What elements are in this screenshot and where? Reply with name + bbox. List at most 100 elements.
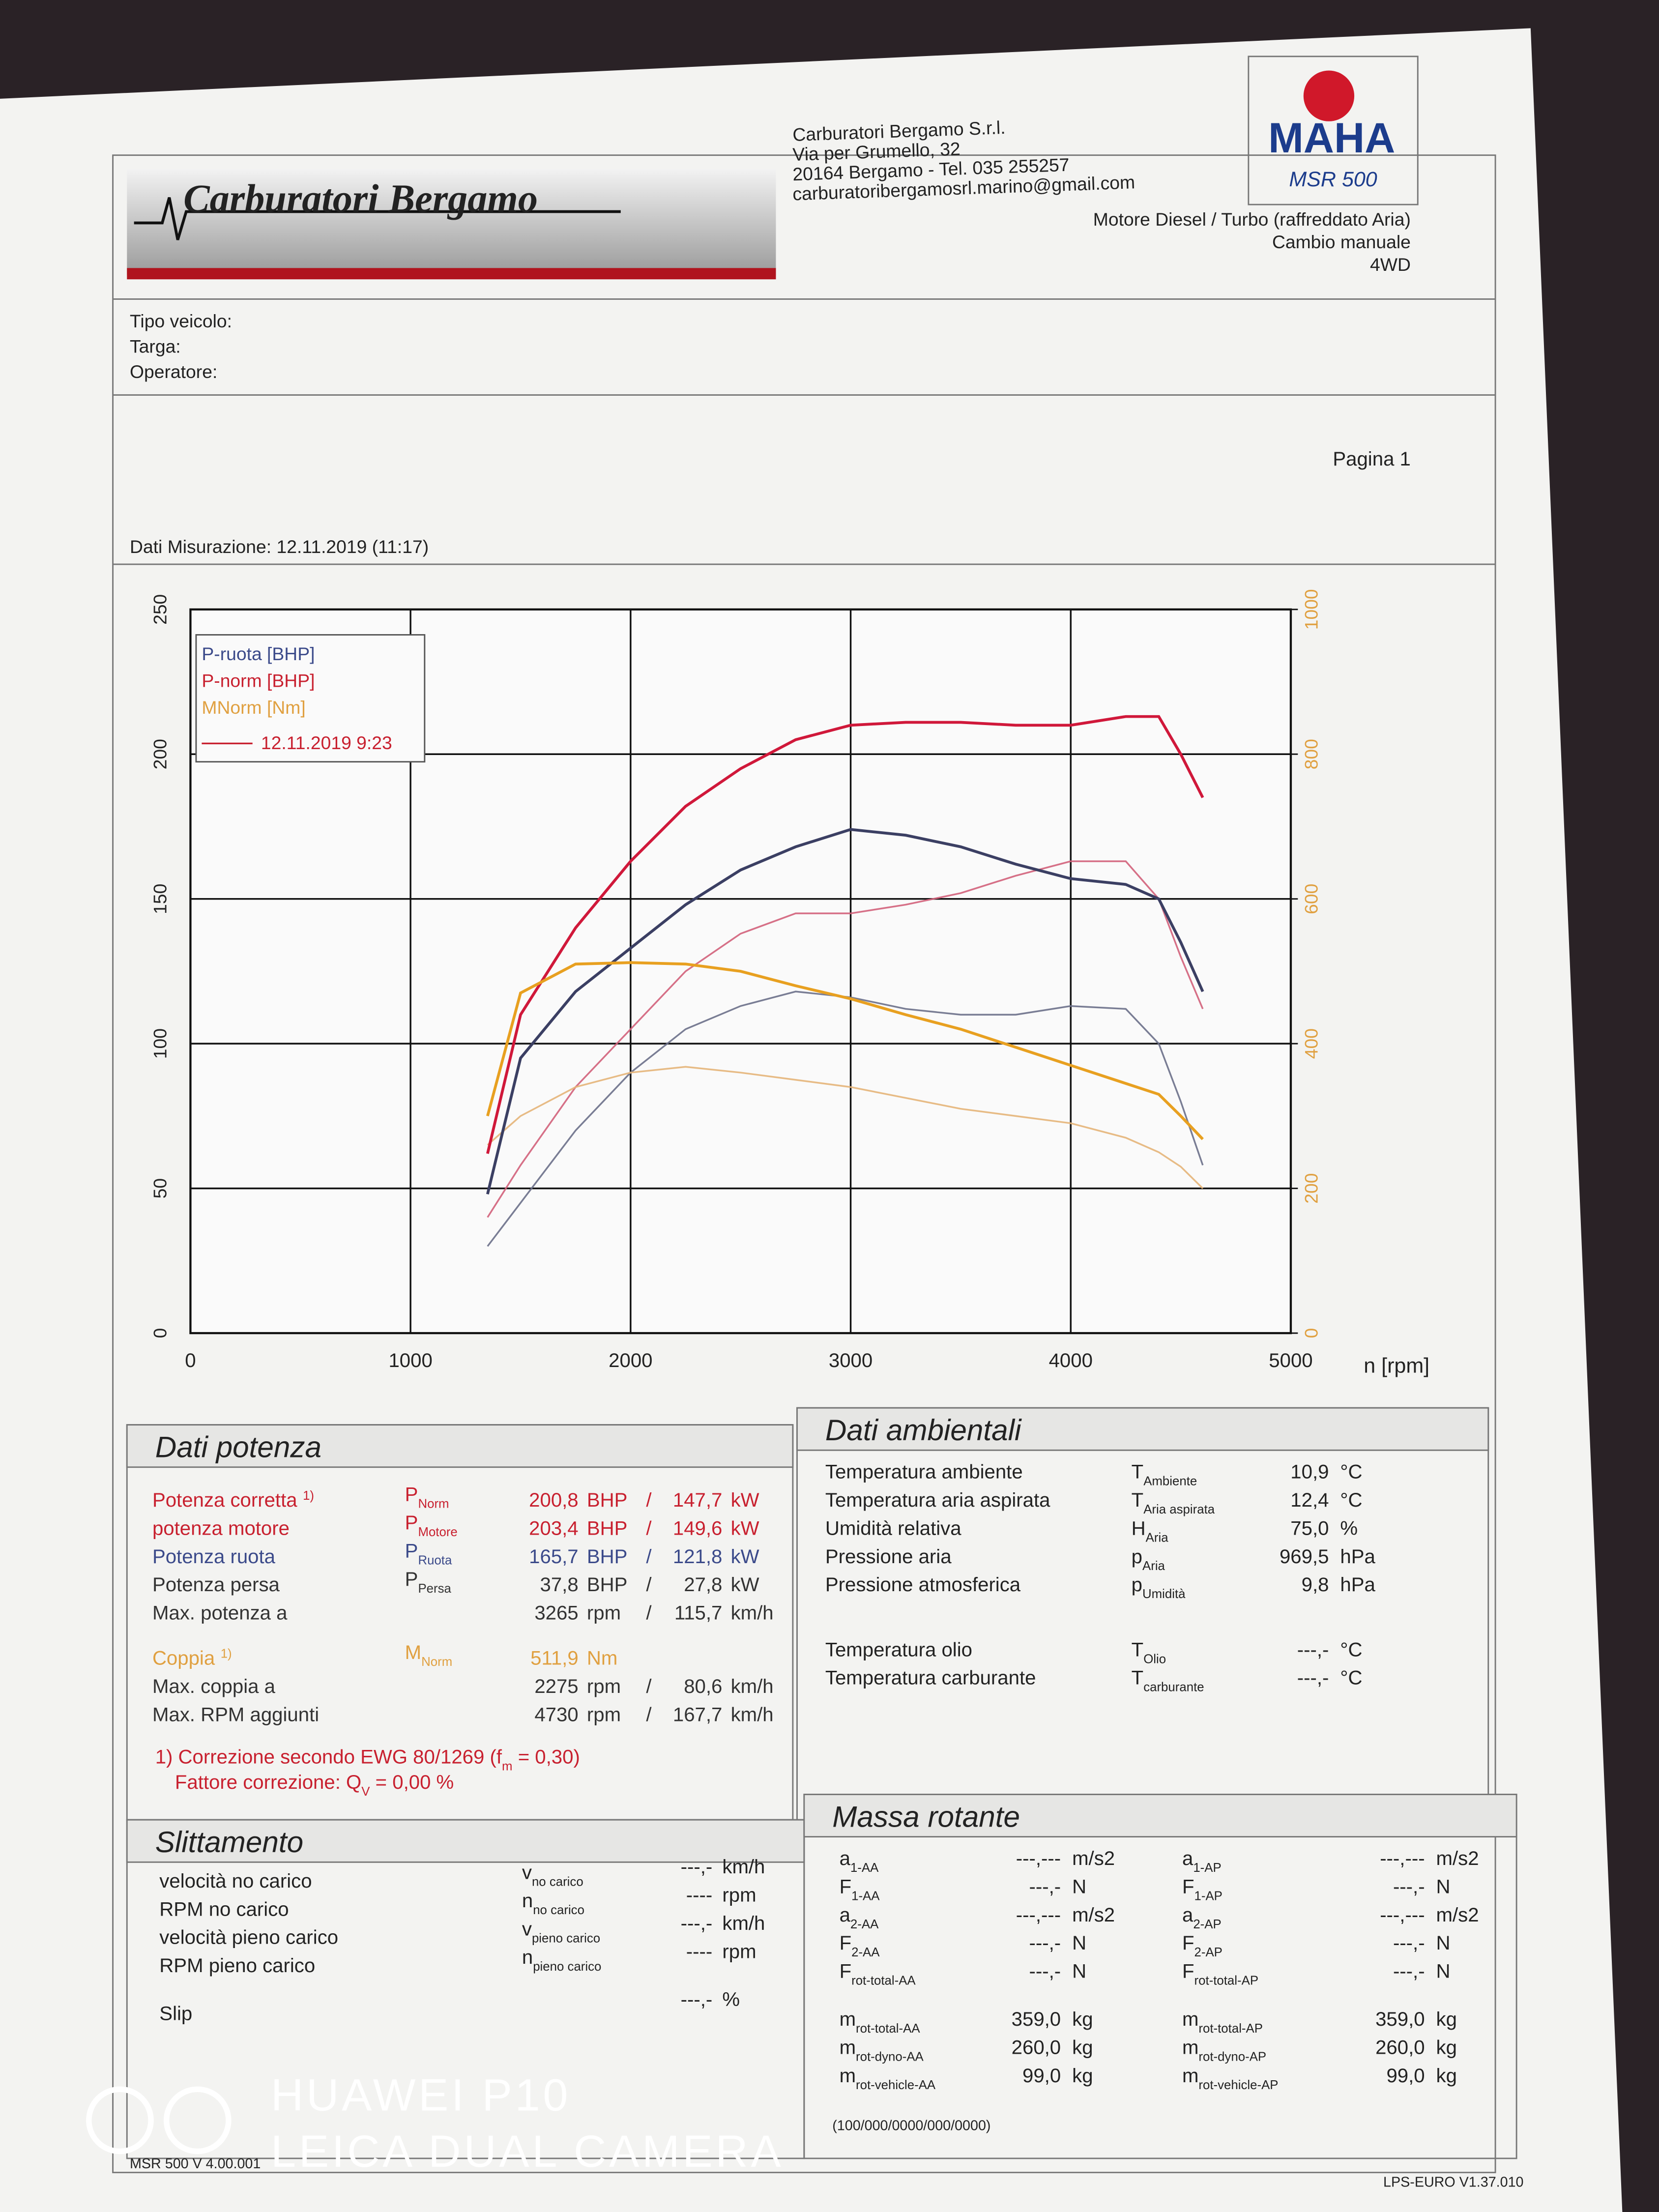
row-symbol-main: T [1132, 1667, 1144, 1689]
row-symbol: mrot-dyno-AA [840, 2037, 924, 2064]
row-symbol: mrot-dyno-AP [1182, 2037, 1266, 2064]
row-unit: BHP [587, 1545, 628, 1568]
y2-tick-label: 200 [1301, 1173, 1321, 1203]
y-tick-label: 0 [150, 1328, 171, 1339]
row-value: 12,4 [1290, 1489, 1329, 1511]
row-unit: kg [1072, 2008, 1093, 2030]
row-label: RPM no carico [159, 1898, 289, 1920]
watermark-logo [86, 2086, 154, 2154]
row-symbol-sub: Aria [1146, 1531, 1169, 1544]
row-symbol: F2-AP [1182, 1932, 1222, 1959]
row-value: ---- [686, 1940, 713, 1962]
row-label-text: Potenza corretta [152, 1489, 297, 1511]
row-label: velocità no carico [159, 1870, 312, 1892]
row-label-text: Potenza ruota [152, 1545, 276, 1568]
series-line [486, 828, 1204, 1195]
y2-tick-label: 0 [1301, 1328, 1321, 1339]
row-symbol-main: m [1182, 2037, 1198, 2059]
row-label: Potenza corretta 1) [152, 1489, 314, 1511]
vehicle-field: Tipo veicolo: [130, 311, 232, 331]
row-value: 9,8 [1302, 1573, 1329, 1596]
series-line [487, 990, 1204, 1247]
row-unit: kW [731, 1573, 759, 1596]
row-unit: km/h [722, 1856, 765, 1878]
row-value: 359,0 [1375, 2008, 1425, 2030]
row-unit: °C [1340, 1461, 1362, 1483]
row-symbol: vpieno carico [522, 1918, 600, 1945]
row-unit: rpm [587, 1675, 621, 1697]
row-unit: rpm [587, 1602, 621, 1624]
footnote-sub: m [502, 1759, 513, 1773]
row-label: Max. RPM aggiunti [152, 1703, 319, 1725]
row-label-text: potenza motore [152, 1517, 290, 1539]
section-header [126, 1424, 794, 1468]
row-symbol: PMotore [405, 1512, 458, 1539]
row-value: ---,- [1393, 1875, 1425, 1897]
series-line [487, 860, 1204, 1218]
row-symbol-sub: 2-AP [1194, 1946, 1222, 1959]
row-unit: m/s2 [1072, 1904, 1115, 1926]
vehicle-field: Targa: [130, 336, 181, 356]
row-symbol-main: P [405, 1568, 418, 1590]
row-unit: BHP [587, 1517, 628, 1539]
row-separator: / [646, 1602, 652, 1624]
row-value: 969,5 [1280, 1545, 1329, 1568]
row-unit: km/h [722, 1912, 765, 1934]
row-symbol-main: a [840, 1904, 851, 1926]
row-symbol: pUmidità [1132, 1573, 1186, 1601]
watermark: HUAWEI P10 [271, 2070, 571, 2120]
row-unit: km/h [731, 1602, 774, 1624]
row-unit: kg [1072, 2037, 1093, 2059]
row-symbol: mrot-vehicle-AP [1182, 2065, 1279, 2092]
row-symbol: Frot-total-AP [1182, 1960, 1258, 1988]
row-symbol-sub: Persa [418, 1582, 451, 1596]
x-tick-label: 2000 [609, 1349, 652, 1371]
row-symbol-sub: rot-dyno-AA [856, 2050, 924, 2064]
row-unit: km/h [731, 1703, 774, 1725]
row-symbol-sub: carburante [1143, 1681, 1204, 1694]
row-symbol-sub: 2-AA [850, 1918, 879, 1931]
row-unit: N [1072, 1960, 1086, 1982]
row-value: 121,8 [673, 1545, 723, 1568]
row-symbol: Tcarburante [1132, 1667, 1204, 1694]
row-unit: kW [731, 1517, 759, 1539]
row-symbol-sub: rot-total-AA [856, 2022, 920, 2036]
series-line [486, 961, 1204, 1140]
y-tick-label: 150 [150, 884, 171, 914]
row-unit: % [722, 1988, 740, 2010]
row-label: RPM pieno carico [159, 1954, 315, 1977]
row-value: ---,- [1297, 1638, 1329, 1660]
row-label: Max. coppia a [152, 1675, 276, 1697]
row-symbol-sub: no carico [533, 1903, 584, 1917]
row-value: ---,- [1029, 1875, 1061, 1897]
row-symbol-sub: 1-AP [1193, 1861, 1221, 1875]
legend-entry: P-ruota [BHP] [202, 643, 315, 664]
footnote-text: = 0,30) [513, 1746, 580, 1768]
row-unit: Nm [587, 1647, 617, 1669]
row-label: Coppia 1) [152, 1647, 232, 1669]
x-tick-label: 5000 [1269, 1349, 1312, 1371]
row-symbol-main: P [405, 1512, 418, 1534]
row-symbol: F1-AP [1182, 1875, 1222, 1903]
row-symbol: a1-AP [1182, 1847, 1222, 1875]
row-symbol-main: m [840, 2008, 856, 2030]
row-symbol-sub: Norm [421, 1655, 452, 1669]
row-separator: / [646, 1703, 652, 1725]
footnote: 1) Correzione secondo EWG 80/1269 (fm = … [155, 1746, 580, 1773]
row-symbol-sub: Aria [1142, 1559, 1165, 1573]
row-symbol-sub: 1-AP [1194, 1889, 1222, 1903]
row-symbol-sub: Ambiente [1143, 1475, 1197, 1488]
row-unit: m/s2 [1436, 1847, 1479, 1869]
row-symbol-sub: rot-total-AP [1194, 1974, 1259, 1988]
row-symbol-main: m [840, 2065, 856, 2087]
row-label: Pressione aria [825, 1545, 952, 1568]
row-symbol: TAria aspirata [1132, 1489, 1215, 1516]
row-value: ---,--- [1016, 1847, 1061, 1869]
row-symbol: F1-AA [840, 1875, 880, 1903]
footer-left: MSR 500 V 4.00.001 [130, 2156, 261, 2172]
engine-line: Cambio manuale [1272, 232, 1411, 252]
watermark-logo [163, 2086, 232, 2154]
row-value: ---,- [1029, 1932, 1061, 1954]
row-symbol: PNorm [405, 1484, 449, 1511]
row-symbol-sub: rot-dyno-AP [1198, 2050, 1266, 2064]
